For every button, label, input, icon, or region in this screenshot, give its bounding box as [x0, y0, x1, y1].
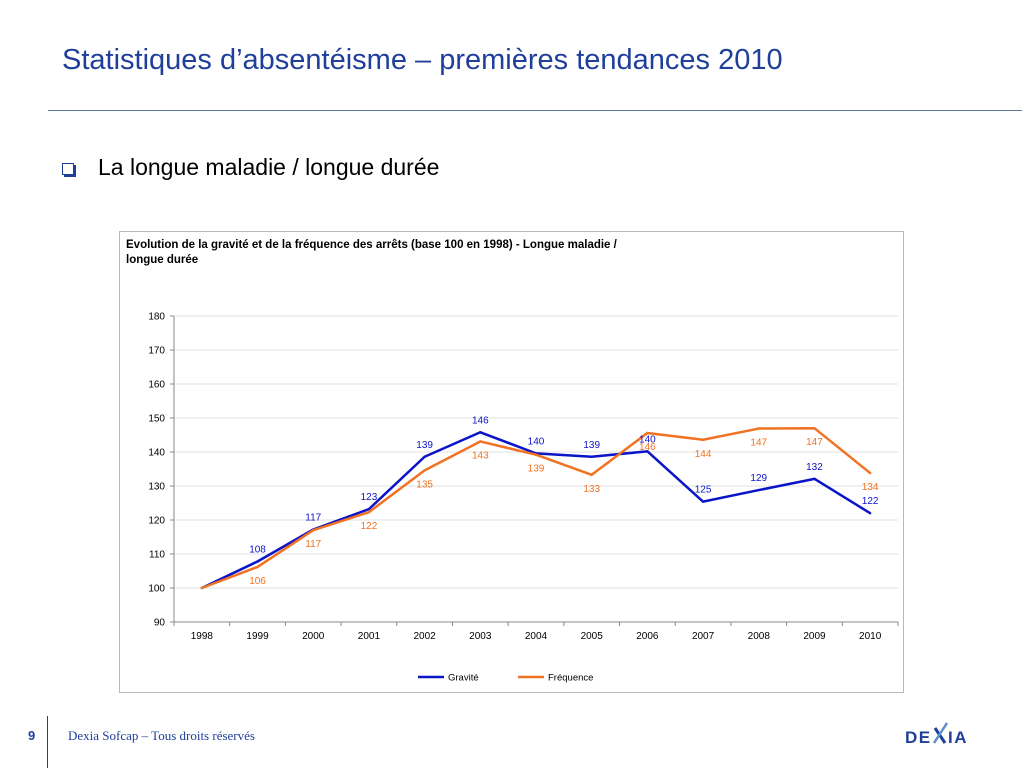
- chart-title-line-2: longue durée: [126, 254, 198, 266]
- x-tick-label: 2010: [859, 631, 882, 642]
- slide-title: Statistiques d’absentéisme – premières t…: [62, 44, 783, 76]
- x-tick-label: 2004: [525, 631, 548, 642]
- series-lines: [200, 426, 872, 590]
- data-label: 139: [416, 440, 433, 451]
- data-point: [813, 427, 816, 430]
- y-tick-label: 90: [154, 618, 166, 629]
- x-tick-label: 2001: [358, 631, 381, 642]
- data-point: [590, 473, 593, 476]
- data-label: 122: [862, 496, 879, 507]
- data-point: [479, 431, 482, 434]
- x-tick-label: 1998: [191, 631, 214, 642]
- footer-divider: [47, 716, 48, 768]
- legend-label: Gravité: [448, 673, 479, 684]
- data-label: 135: [416, 479, 433, 490]
- data-label: 123: [361, 492, 378, 503]
- x-tick-label: 2003: [469, 631, 492, 642]
- data-point: [868, 471, 872, 475]
- data-label: 146: [639, 442, 656, 453]
- data-point: [312, 529, 315, 532]
- dexia-logo-wordmark-end: IA: [948, 728, 968, 747]
- data-point: [423, 455, 426, 458]
- data-label: 108: [249, 544, 266, 555]
- data-label: 144: [695, 449, 712, 460]
- data-label: 132: [806, 462, 823, 473]
- data-label: 147: [806, 437, 823, 448]
- data-point: [813, 477, 816, 481]
- hollow-square-bullet-icon: [62, 162, 74, 175]
- y-tick-label: 110: [149, 550, 165, 561]
- data-point: [367, 510, 371, 514]
- data-label: 129: [750, 473, 767, 484]
- y-tick-label: 100: [148, 584, 165, 595]
- data-label: 140: [639, 434, 656, 445]
- y-tick-label: 180: [148, 312, 165, 323]
- dexia-logo: DE IA: [905, 722, 968, 747]
- data-point: [701, 500, 705, 503]
- x-tick-label: 2006: [636, 631, 659, 642]
- data-label: 117: [305, 539, 321, 550]
- data-label: 139: [583, 440, 600, 451]
- y-tick-label: 170: [148, 346, 165, 357]
- dexia-logo-wordmark: DE: [905, 728, 932, 747]
- data-label: 134: [862, 482, 879, 493]
- data-point: [646, 431, 649, 435]
- axes: [170, 315, 899, 626]
- gridlines: [174, 315, 898, 589]
- data-point: [757, 488, 760, 492]
- y-tick-labels: 90 100 110 120 130 140 150 160 170 180: [148, 312, 165, 629]
- y-tick-label: 150: [148, 414, 165, 425]
- footer-copyright: Dexia Sofcap – Tous droits réservés: [68, 728, 255, 743]
- legend-label: Fréquence: [548, 673, 593, 684]
- data-label: 140: [528, 436, 545, 447]
- data-label: 143: [472, 450, 489, 461]
- y-tick-label: 120: [148, 516, 165, 527]
- y-tick-label: 140: [148, 448, 165, 459]
- x-tick-labels: 1998 1999 2000 2001 2002 2003 2004 2005 2006 2007…: [191, 631, 882, 642]
- x-tick-label: 2005: [581, 631, 604, 642]
- data-point: [534, 453, 538, 456]
- data-point: [868, 512, 872, 515]
- x-tick-label: 2007: [692, 631, 715, 642]
- data-point: [256, 560, 259, 563]
- data-point: [367, 507, 371, 511]
- data-point: [256, 565, 259, 569]
- chart-frame: Evolution de la gravité et de la fréquen…: [119, 231, 904, 693]
- line-chart: Evolution de la gravité et de la fréquen…: [126, 239, 899, 684]
- chart-title-line-1: Evolution de la gravité et de la fréquen…: [126, 239, 618, 251]
- data-point: [757, 427, 760, 430]
- y-tick-label: 130: [148, 482, 165, 493]
- dexia-logo-x-mark: [932, 722, 949, 744]
- y-tick-label: 160: [148, 380, 165, 391]
- bullet-text: La longue maladie / longue durée: [98, 154, 440, 180]
- x-tick-label: 2000: [302, 631, 325, 642]
- data-point: [646, 450, 649, 453]
- x-tick-label: 2002: [413, 631, 436, 642]
- bullet-item: La longue maladie / longue durée: [62, 154, 439, 181]
- data-point: [701, 438, 705, 441]
- title-divider: [48, 110, 1022, 111]
- x-tick-label: 1999: [246, 631, 269, 642]
- data-point: [423, 469, 426, 472]
- data-point: [200, 586, 204, 590]
- data-label: 117: [305, 513, 321, 524]
- data-label: 106: [249, 576, 266, 587]
- legend: Gravité Fréquence: [418, 673, 593, 684]
- data-label: 147: [750, 438, 767, 449]
- data-label: 133: [583, 484, 600, 495]
- x-tick-label: 2008: [748, 631, 771, 642]
- data-point: [479, 440, 482, 443]
- page-number: 9: [28, 728, 36, 743]
- data-label: 146: [472, 415, 489, 426]
- x-tick-label: 2009: [803, 631, 826, 642]
- data-point: [590, 455, 593, 458]
- data-label: 139: [528, 464, 545, 475]
- data-label: 122: [361, 521, 378, 532]
- data-label: 125: [695, 485, 712, 496]
